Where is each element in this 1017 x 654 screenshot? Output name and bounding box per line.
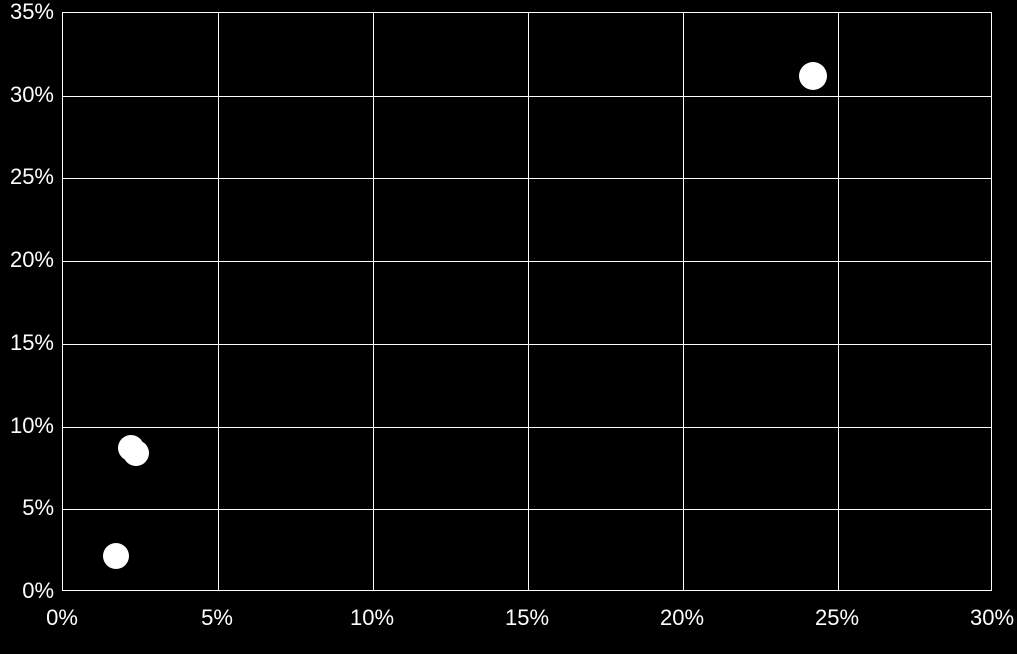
gridline-horizontal (63, 344, 991, 345)
plot-area (62, 12, 992, 591)
x-tick-label: 15% (505, 605, 549, 631)
x-tick-label: 20% (660, 605, 704, 631)
x-tick-label: 30% (970, 605, 1014, 631)
y-tick-label: 10% (10, 413, 54, 439)
y-tick-label: 25% (10, 164, 54, 190)
gridline-horizontal (63, 96, 991, 97)
y-tick-label: 0% (22, 578, 54, 604)
y-tick-label: 5% (22, 495, 54, 521)
y-tick-label: 35% (10, 0, 54, 25)
data-point (123, 440, 149, 466)
gridline-horizontal (63, 261, 991, 262)
gridline-vertical (218, 13, 219, 590)
y-tick-label: 30% (10, 82, 54, 108)
gridline-vertical (528, 13, 529, 590)
y-tick-label: 20% (10, 247, 54, 273)
gridline-vertical (838, 13, 839, 590)
x-tick-label: 25% (815, 605, 859, 631)
data-point (103, 543, 129, 569)
data-point (799, 62, 827, 90)
x-tick-label: 0% (46, 605, 78, 631)
y-tick-label: 15% (10, 330, 54, 356)
gridline-horizontal (63, 427, 991, 428)
gridline-vertical (373, 13, 374, 590)
x-tick-label: 5% (201, 605, 233, 631)
scatter-chart: 0% 5% 10% 15% 20% 25% 30% 0% 5% 10% 15% 20% 25% 30% 35… (0, 0, 1017, 654)
gridline-horizontal (63, 178, 991, 179)
gridline-vertical (683, 13, 684, 590)
gridline-horizontal (63, 509, 991, 510)
x-tick-label: 10% (350, 605, 394, 631)
